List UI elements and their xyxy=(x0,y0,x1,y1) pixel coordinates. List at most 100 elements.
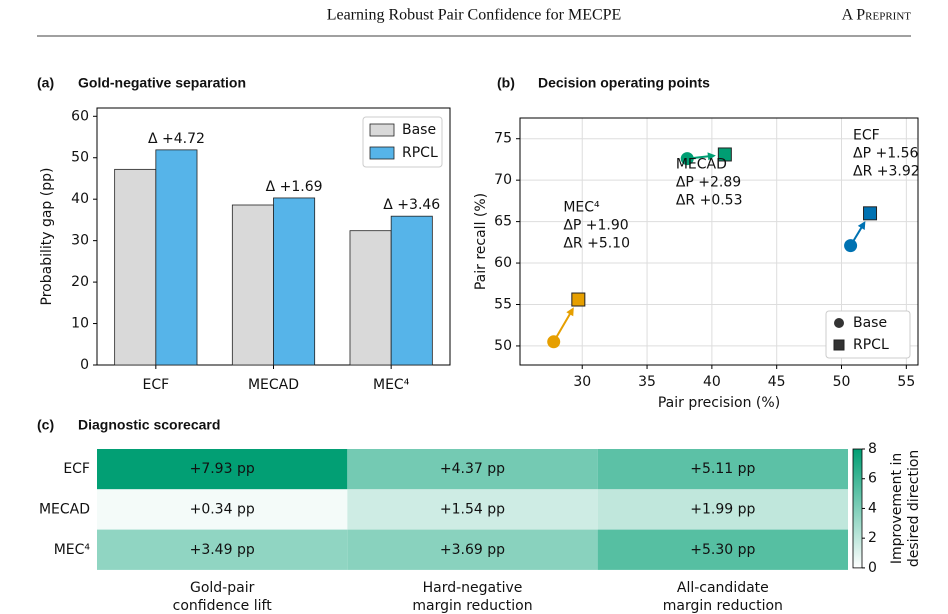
y-tick-label: 55 xyxy=(494,296,512,312)
cell-label: +3.49 pp xyxy=(190,542,255,558)
bar xyxy=(349,230,392,366)
column-label: margin reduction xyxy=(663,598,783,614)
x-tick-label: MEC⁴ xyxy=(373,377,410,393)
group-note: ΔP +2.89 xyxy=(676,174,741,190)
annotation: Δ +1.69 xyxy=(266,179,323,195)
point-base xyxy=(680,152,694,166)
point-rpcl xyxy=(863,206,878,221)
panel-label: (c) xyxy=(37,417,54,433)
legend-swatch xyxy=(369,146,395,160)
y-tick-label: 40 xyxy=(71,191,89,207)
y-tick-label: 60 xyxy=(494,255,512,271)
cell xyxy=(97,489,348,530)
column-label: Gold-pair xyxy=(190,580,255,596)
y-tick-label: 50 xyxy=(71,150,89,166)
x-tick-label: 55 xyxy=(897,374,915,390)
group-note: ΔR +0.53 xyxy=(676,192,743,208)
cell xyxy=(597,489,848,530)
cell xyxy=(97,449,348,490)
cell xyxy=(597,529,848,570)
group-note: ΔP +1.56 xyxy=(853,145,918,161)
cell-label: +1.99 pp xyxy=(690,501,755,517)
legend-label: RPCL xyxy=(402,145,438,161)
panel-label: (a) xyxy=(37,75,54,91)
cell-label: +1.54 pp xyxy=(440,501,505,517)
cell xyxy=(597,449,848,490)
colorbar-tick-label: 4 xyxy=(868,500,877,516)
group-note: ΔP +1.90 xyxy=(563,218,628,234)
point-base xyxy=(844,239,858,253)
annotation: Δ +4.72 xyxy=(148,131,205,147)
cell-label: +7.93 pp xyxy=(190,461,255,477)
y-tick-label: 70 xyxy=(494,172,512,188)
colorbar xyxy=(852,448,863,569)
bar xyxy=(155,149,198,366)
x-tick-label: ECF xyxy=(142,377,169,393)
row-label: ECF xyxy=(63,461,90,477)
colorbar-tick-label: 0 xyxy=(868,560,877,576)
bar xyxy=(231,204,274,366)
arrow xyxy=(555,311,572,338)
arrow-head xyxy=(707,152,716,161)
group-label: MEC⁴ xyxy=(563,200,600,216)
x-tick-label: 45 xyxy=(768,374,786,390)
header-right: A Preprint xyxy=(842,7,912,24)
point-base xyxy=(547,335,561,349)
cell xyxy=(347,489,598,530)
panel-title: Decision operating points xyxy=(538,75,710,91)
group-note: ΔR +3.92 xyxy=(853,163,920,179)
colorbar-tick-label: 8 xyxy=(868,441,877,457)
plot-frame xyxy=(519,117,919,366)
x-tick-label: 40 xyxy=(703,374,721,390)
y-tick-label: 20 xyxy=(71,274,89,290)
column-label: Hard-negative xyxy=(423,580,523,596)
cell-label: +3.69 pp xyxy=(440,542,505,558)
legend-box xyxy=(825,310,911,359)
colorbar-label: Improvement in xyxy=(889,453,905,564)
panel-title: Gold-negative separation xyxy=(78,75,246,91)
point-rpcl xyxy=(717,147,732,162)
y-tick-label: 30 xyxy=(71,233,89,249)
legend-swatch xyxy=(369,123,395,137)
cell-label: +5.30 pp xyxy=(690,542,755,558)
y-tick-label: 10 xyxy=(71,316,89,332)
row-label: MECAD xyxy=(39,501,90,517)
arrow-head xyxy=(857,221,866,230)
colorbar-label: desired direction xyxy=(906,450,922,567)
colorbar-tick-label: 6 xyxy=(868,471,877,487)
x-axis-label: Pair precision (%) xyxy=(658,395,780,411)
legend-label: RPCL xyxy=(853,337,889,353)
y-tick-label: 50 xyxy=(494,338,512,354)
group-label: ECF xyxy=(853,127,880,143)
bar xyxy=(114,168,157,366)
y-axis-label: Pair recall (%) xyxy=(473,193,489,290)
y-tick-label: 60 xyxy=(71,108,89,124)
arrow xyxy=(693,155,711,159)
x-tick-label: MECAD xyxy=(248,377,299,393)
legend-label: Base xyxy=(853,315,887,331)
panel-title: Diagnostic scorecard xyxy=(78,417,220,433)
legend-marker xyxy=(833,339,845,351)
y-tick-label: 75 xyxy=(494,131,512,147)
column-label: margin reduction xyxy=(412,598,532,614)
row-label: MEC⁴ xyxy=(54,542,91,558)
y-axis-label: Probability gap (pp) xyxy=(39,168,55,306)
annotation: Δ +3.46 xyxy=(383,197,440,213)
point-rpcl xyxy=(571,292,586,307)
y-tick-label: 0 xyxy=(80,357,89,373)
cell-label: +4.37 pp xyxy=(440,461,505,477)
column-label: confidence lift xyxy=(173,598,273,614)
arrow xyxy=(852,225,864,242)
panel-label: (b) xyxy=(497,75,515,91)
legend-label: Base xyxy=(402,122,436,138)
x-tick-label: 35 xyxy=(638,374,656,390)
bar xyxy=(390,215,433,366)
cell-label: +0.34 pp xyxy=(190,501,255,517)
arrow-head xyxy=(566,307,574,317)
legend-marker xyxy=(834,318,844,328)
group-note: ΔR +5.10 xyxy=(563,236,630,252)
group-label: MECAD xyxy=(676,156,727,172)
cell xyxy=(347,449,598,490)
x-tick-label: 30 xyxy=(573,374,591,390)
